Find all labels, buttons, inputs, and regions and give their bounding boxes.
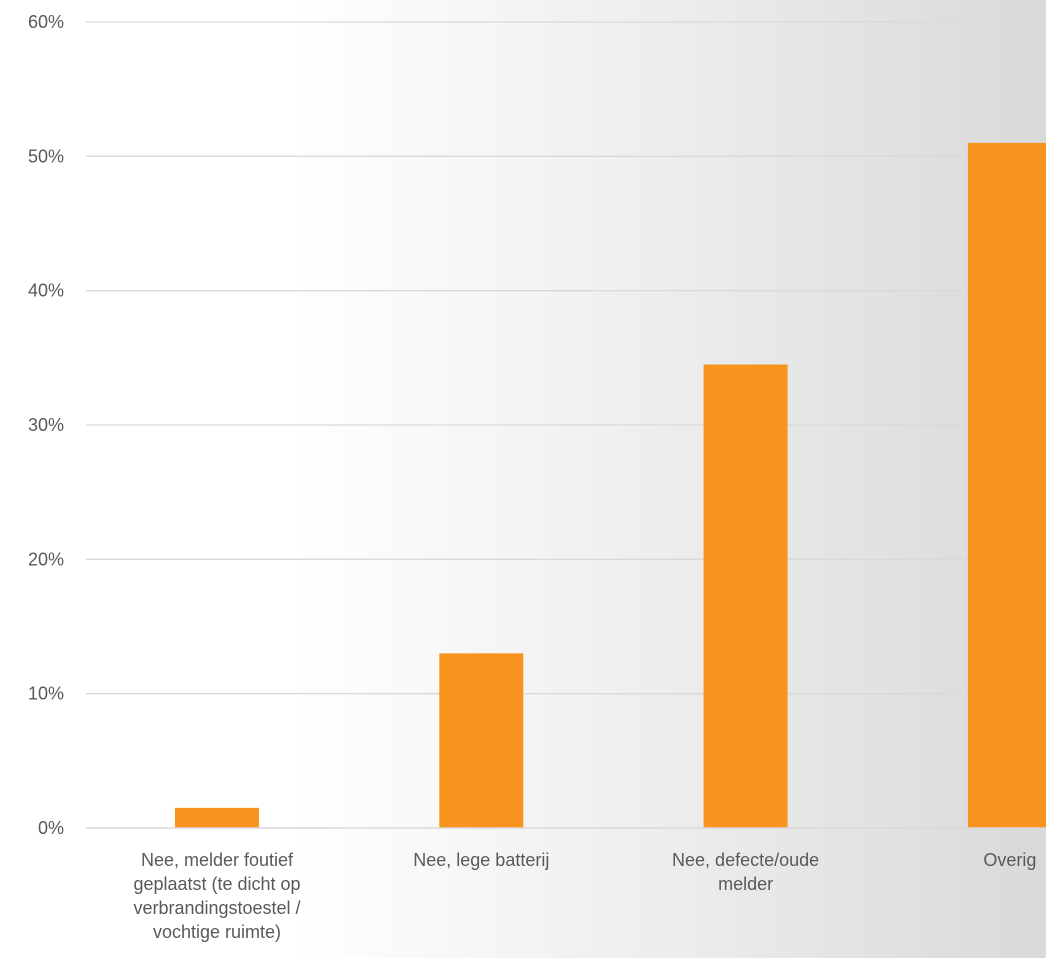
y-tick-label: 30% bbox=[28, 415, 64, 435]
x-tick-label-line: Nee, lege batterij bbox=[413, 850, 549, 870]
x-axis: Nee, melder foutief geplaatst (te dicht o… bbox=[86, 827, 1046, 942]
bar bbox=[439, 653, 524, 828]
x-tick-label: Nee, defecte/oude melder bbox=[672, 850, 819, 894]
x-tick-label-line: Nee, melder foutief bbox=[141, 850, 294, 870]
y-tick-label: 40% bbox=[28, 281, 64, 301]
x-tick-label-line: vochtige ruimte) bbox=[153, 922, 281, 942]
y-tick-label: 10% bbox=[28, 684, 64, 704]
bar bbox=[703, 364, 788, 828]
x-tick-label-line: Overig bbox=[983, 850, 1036, 870]
x-tick-label-line: geplaatst (te dicht op bbox=[133, 874, 300, 894]
x-tick-label-line: melder bbox=[718, 874, 773, 894]
y-axis: 0% 10% 20% 30% 40% 50% 60% bbox=[28, 12, 64, 838]
x-tick-label: Nee, melder foutief geplaatst (te dicht o… bbox=[133, 850, 300, 942]
y-tick-label: 50% bbox=[28, 146, 64, 166]
bar bbox=[175, 807, 259, 828]
x-tick-label: Nee, lege batterij bbox=[413, 850, 549, 870]
x-tick-label-line: Nee, defecte/oude bbox=[672, 850, 819, 870]
y-tick-label: 60% bbox=[28, 12, 64, 32]
y-tick-label: 20% bbox=[28, 549, 64, 569]
x-tick-label: Overig bbox=[983, 850, 1036, 870]
gridlines bbox=[86, 21, 1046, 695]
bars bbox=[175, 142, 1046, 828]
y-tick-label: 0% bbox=[38, 818, 64, 838]
bar bbox=[967, 142, 1046, 828]
x-tick-label-line: verbrandingstoestel / bbox=[133, 898, 300, 918]
